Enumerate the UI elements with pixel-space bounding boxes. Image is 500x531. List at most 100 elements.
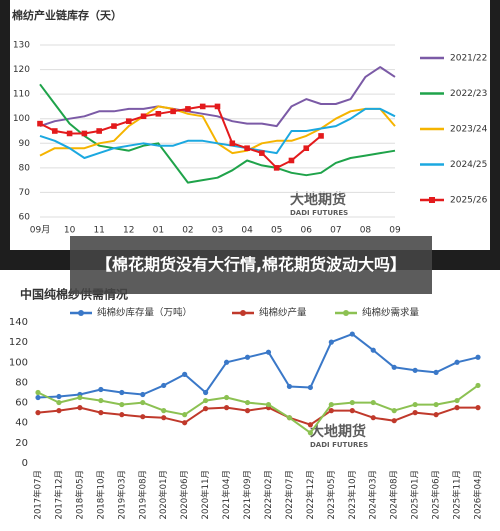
legend-label: 2021/22 bbox=[450, 54, 487, 64]
y-tick-label: 130 bbox=[13, 41, 30, 51]
marker bbox=[328, 408, 334, 414]
legend-label: 纯棉纱需求量 bbox=[362, 307, 420, 319]
x-tick-label: 01 bbox=[153, 226, 164, 236]
x-tick-label: 2025年11月 bbox=[452, 470, 463, 519]
marker bbox=[433, 401, 439, 408]
y-tick-label: 140 bbox=[9, 317, 28, 328]
y-tick-label: 70 bbox=[19, 188, 31, 198]
watermark: 大地期货 bbox=[310, 423, 366, 440]
x-tick-label: 09 bbox=[389, 226, 401, 236]
marker bbox=[391, 418, 397, 424]
y-tick-label: 20 bbox=[15, 438, 28, 449]
y-tick-label: 40 bbox=[15, 418, 28, 429]
marker bbox=[98, 386, 104, 393]
marker bbox=[265, 349, 272, 355]
legend-label: 2024/25 bbox=[450, 160, 487, 170]
marker bbox=[98, 397, 104, 404]
marker bbox=[161, 408, 167, 414]
series-line bbox=[37, 406, 478, 426]
marker bbox=[328, 401, 334, 408]
x-tick-label: 08 bbox=[360, 226, 372, 236]
marker bbox=[303, 145, 310, 151]
marker bbox=[182, 412, 188, 418]
x-tick-label: 2019年08月 bbox=[137, 470, 148, 519]
y-tick-label: 120 bbox=[9, 337, 28, 348]
marker bbox=[96, 128, 102, 134]
marker bbox=[203, 397, 209, 404]
series-line bbox=[37, 333, 479, 399]
marker bbox=[229, 140, 236, 147]
marker bbox=[244, 408, 251, 414]
marker bbox=[328, 339, 334, 345]
x-tick-label: 12 bbox=[123, 226, 134, 236]
legend-marker bbox=[240, 310, 246, 316]
marker bbox=[56, 399, 62, 406]
marker bbox=[454, 359, 460, 365]
marker bbox=[433, 369, 439, 375]
marker bbox=[475, 354, 481, 360]
marker bbox=[81, 130, 88, 137]
marker bbox=[35, 410, 41, 416]
marker bbox=[307, 384, 313, 391]
y-tick-label: 0 bbox=[22, 458, 28, 469]
x-tick-label: 2025年06月 bbox=[431, 470, 442, 519]
marker bbox=[111, 123, 117, 129]
x-tick-label: 2018年05月 bbox=[74, 470, 85, 519]
marker bbox=[170, 108, 176, 115]
y-tick-label: 90 bbox=[19, 139, 31, 149]
marker bbox=[182, 420, 188, 426]
marker bbox=[51, 128, 58, 134]
x-tick-label: 2023年05月 bbox=[326, 470, 337, 519]
marker bbox=[349, 331, 355, 337]
y-tick-label: 60 bbox=[15, 398, 28, 409]
chart-title: 棉纺产业链库存（天） bbox=[12, 8, 122, 22]
caption: 【棉花期货没有大行情,棉花期货波动大吗】 bbox=[70, 236, 432, 294]
y-tick-label: 100 bbox=[9, 357, 28, 368]
marker bbox=[288, 157, 295, 164]
watermark: DADI FUTURES bbox=[290, 209, 348, 217]
series-line bbox=[39, 107, 396, 159]
marker bbox=[349, 408, 355, 414]
x-tick-label: 2020年11月 bbox=[200, 470, 211, 519]
marker bbox=[259, 150, 265, 156]
series-line bbox=[39, 83, 396, 184]
legend-label: 纯棉纱库存量（万吨） bbox=[97, 307, 192, 319]
marker bbox=[119, 401, 125, 408]
legend-marker bbox=[429, 197, 435, 203]
x-tick-label: 2021年09月 bbox=[242, 470, 253, 519]
marker bbox=[391, 364, 397, 370]
marker bbox=[140, 113, 147, 120]
marker bbox=[98, 410, 104, 416]
y-tick-label: 60 bbox=[19, 213, 31, 223]
marker bbox=[35, 394, 41, 401]
marker bbox=[203, 406, 209, 412]
marker bbox=[454, 405, 460, 411]
x-tick-label: 2026年04月 bbox=[473, 470, 484, 519]
legend-label: 2025/26 bbox=[450, 196, 488, 206]
marker bbox=[265, 401, 272, 408]
marker bbox=[412, 401, 418, 408]
x-tick-label: 2022年02月 bbox=[263, 470, 274, 519]
legend-label: 纯棉纱产量 bbox=[259, 307, 307, 319]
marker bbox=[161, 382, 167, 389]
marker bbox=[140, 391, 146, 398]
x-tick-label: 2021年04月 bbox=[221, 470, 232, 519]
x-tick-label: 10 bbox=[64, 226, 76, 236]
watermark: DADI FUTURES bbox=[310, 441, 368, 449]
marker bbox=[125, 118, 132, 124]
marker bbox=[349, 399, 355, 406]
x-tick-label: 2017年12月 bbox=[53, 470, 64, 519]
y-tick-label: 80 bbox=[15, 377, 28, 388]
marker bbox=[223, 359, 230, 365]
y-tick-label: 120 bbox=[13, 65, 30, 75]
marker bbox=[66, 130, 73, 137]
marker bbox=[185, 106, 191, 112]
marker bbox=[412, 367, 418, 373]
marker bbox=[370, 399, 376, 406]
marker bbox=[223, 394, 230, 401]
x-tick-label: 05 bbox=[271, 226, 282, 236]
y-tick-label: 110 bbox=[13, 90, 30, 100]
marker bbox=[244, 399, 251, 406]
series-line bbox=[39, 66, 396, 128]
